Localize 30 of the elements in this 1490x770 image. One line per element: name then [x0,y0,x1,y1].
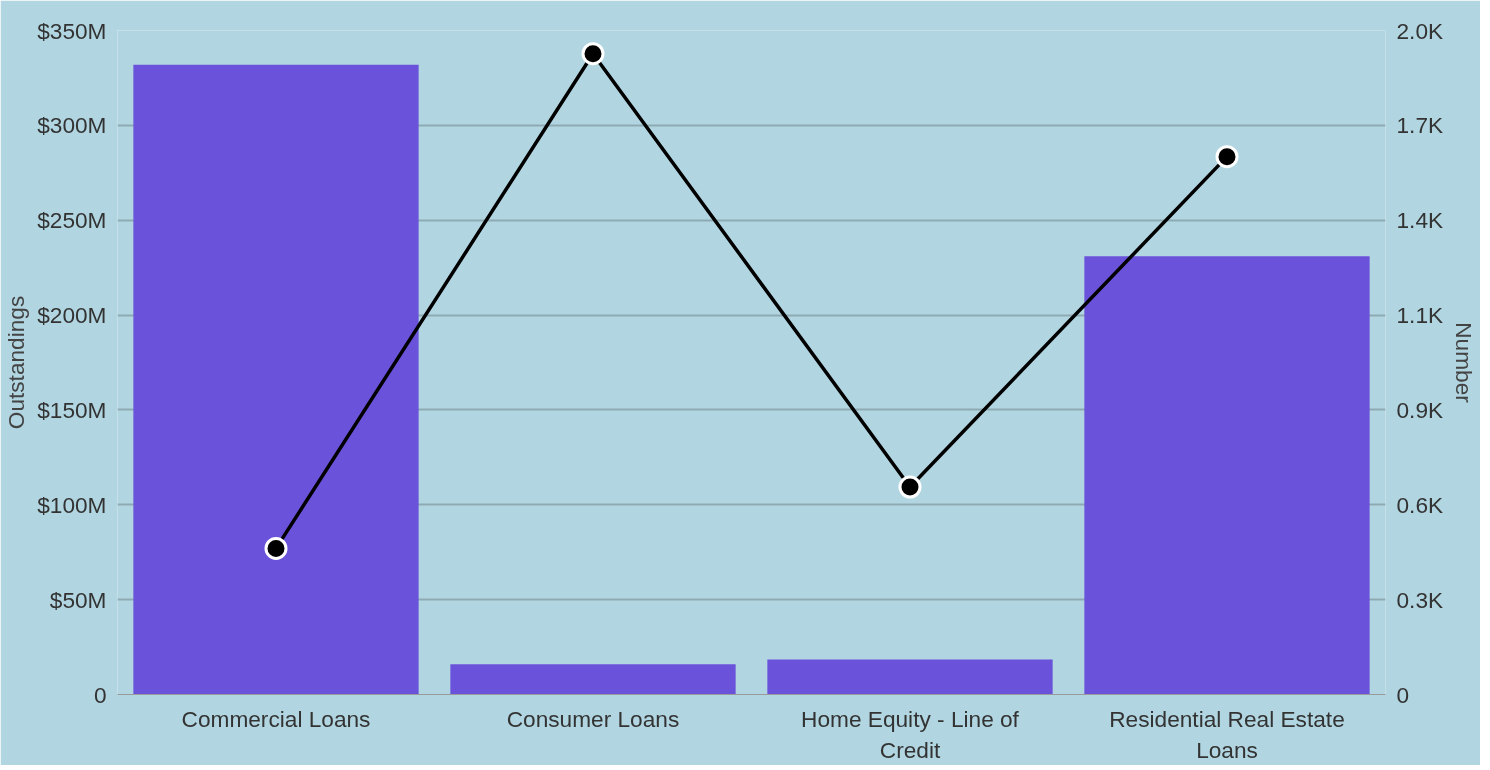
y-axis-title: Outstandings [3,295,30,430]
y2-tick-label: 0.6K [1396,491,1444,518]
point [264,536,288,560]
y-tick-label: $150M [37,396,107,423]
x-tick-label: Residential Real Estate Loans [1109,705,1345,763]
bar [450,664,736,695]
y2-axis-title: Number [1451,322,1478,404]
y-tick-label: $350M [37,17,107,44]
point [1215,145,1239,169]
y2-tick-label: 1.1K [1396,302,1444,329]
bar [133,64,419,695]
y2-tick-label: 0.3K [1396,586,1444,613]
y-tick-label: $300M [37,112,107,139]
y2-tick-label: 1.4K [1396,207,1444,234]
x-tick-label: Home Equity - Line of Credit [801,705,1020,763]
y-tick-label: $100M [37,491,107,518]
bar [767,659,1053,695]
y-tick-label: $50M [49,586,107,613]
y-tick-label: $250M [37,207,107,234]
point [581,42,605,66]
y2-tick-label: 1.7K [1396,112,1444,139]
x-tick-label: Consumer Loans [506,705,680,732]
y2-tick-label: 0.9K [1396,396,1444,423]
y2-tick-label: 2.0K [1396,17,1444,44]
bar [1084,256,1370,695]
y-tick-label: 0 [93,681,107,708]
y-tick-label: $200M [37,302,107,329]
point [898,475,922,499]
x-tick-label: Commercial Loans [181,705,371,732]
y2-tick-label: 0 [1396,681,1410,708]
